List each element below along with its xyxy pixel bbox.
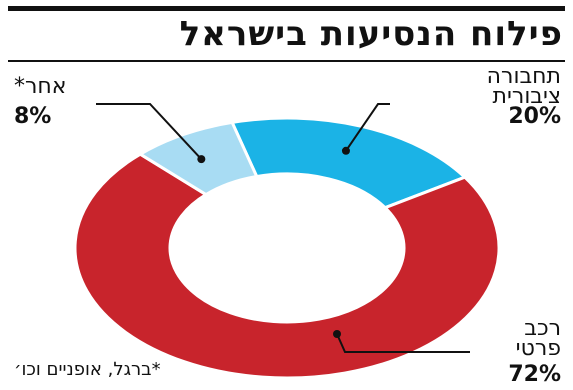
other-leader-line: [96, 103, 203, 160]
slice-label-public-transport-line2: ציבורית: [492, 84, 561, 109]
private-car-leader-line: [336, 333, 470, 353]
slice-public-transport: [229, 116, 468, 210]
public-transport-leader-dot: [341, 146, 350, 155]
footnote: *ברגל, אופניים וכו׳: [14, 359, 161, 380]
top-rule: [8, 6, 565, 11]
slice-label-private-car-line1: רכב: [524, 316, 561, 341]
title-rule: [8, 60, 565, 62]
slice-value-other: 8%: [14, 104, 52, 129]
public-transport-leader-line: [345, 103, 390, 152]
slice-value-private-car: 72%: [508, 362, 561, 387]
leader-lines: [96, 103, 470, 353]
donut-slices: [73, 116, 501, 380]
slice-private-car: [73, 152, 501, 380]
other-leader-dot: [197, 155, 206, 164]
slice-label-private-car-line2: פרטי: [515, 336, 561, 361]
slice-label-other: אחר*: [14, 74, 67, 99]
chart-title: פילוח הנסיעות בישראל: [179, 14, 563, 54]
private-car-leader-dot: [333, 330, 341, 338]
slice-value-public-transport: 20%: [508, 104, 561, 129]
slice-label-public-transport-line1: תחבורה: [486, 64, 561, 89]
